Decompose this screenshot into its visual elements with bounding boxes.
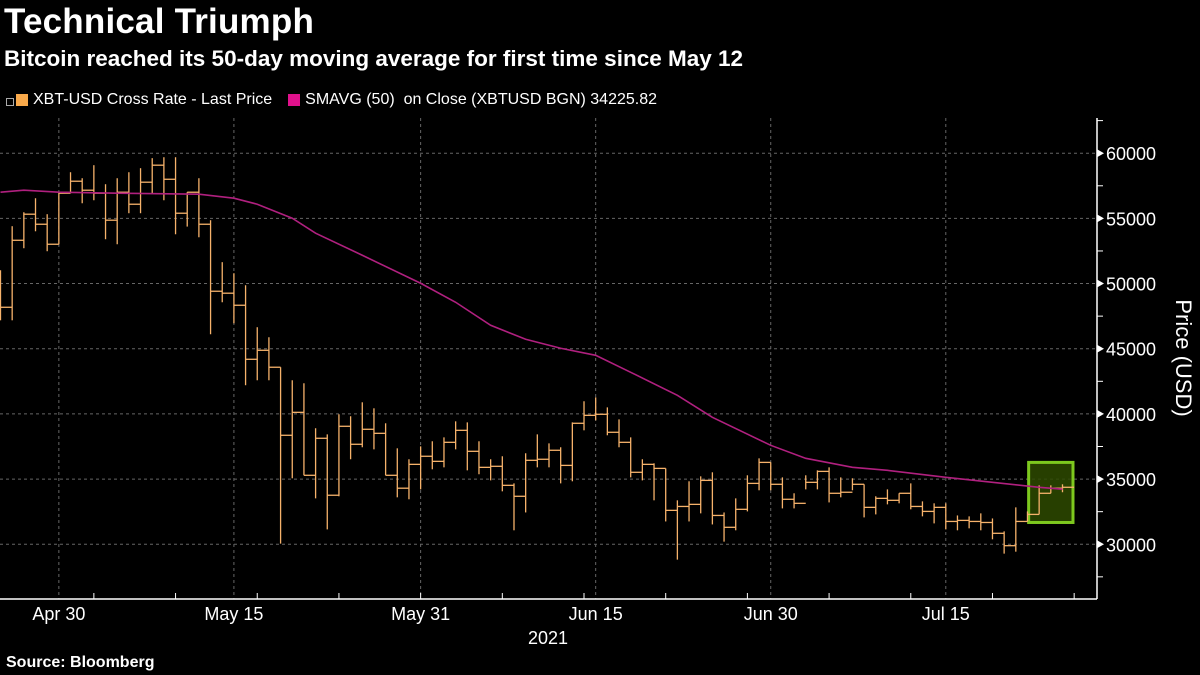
- y-tick: [1097, 409, 1104, 418]
- legend-swatch-price: [16, 94, 28, 106]
- legend-item-sma: SMAVG (50) on Close (XBTUSD BGN) 34225.8…: [288, 91, 657, 109]
- y-tick-label: 55000: [1106, 209, 1156, 229]
- y-tick-label: 60000: [1106, 144, 1156, 164]
- y-tick-label: 35000: [1106, 470, 1156, 490]
- x-tick-label: Jun 15: [569, 604, 623, 624]
- y-tick: [1097, 475, 1104, 484]
- legend-label-price: XBT-USD Cross Rate - Last Price: [33, 91, 273, 108]
- chart-title: Technical Triumph: [4, 2, 315, 41]
- price-bars: [0, 157, 1075, 560]
- x-tick-label: May 31: [391, 604, 450, 624]
- y-tick: [1097, 149, 1104, 158]
- y-axis-label: Price (USD): [1171, 299, 1196, 416]
- axes: 30000 35000 40000 45000 50000 55000 60000 Apr 3…: [0, 118, 1156, 624]
- sma-line: [0, 189, 1063, 490]
- y-tick-label: 40000: [1106, 405, 1156, 425]
- x-tick-label: Jun 30: [744, 604, 798, 624]
- y-tick: [1097, 540, 1104, 549]
- y-tick-label: 30000: [1106, 535, 1156, 555]
- legend-swatch-sma: [288, 94, 301, 106]
- sma-series: [0, 189, 1063, 490]
- x-tick-label: Apr 30: [32, 604, 85, 624]
- legend-item-price: XBT-USD Cross Rate - Last Price: [16, 91, 272, 109]
- legend-toggle-icon[interactable]: [6, 98, 14, 106]
- gridlines: [0, 118, 1097, 599]
- y-tick-label: 50000: [1106, 275, 1156, 295]
- x-tick-label: Jul 15: [922, 604, 970, 624]
- y-tick-label: 45000: [1106, 340, 1156, 360]
- chart-subtitle: Bitcoin reached its 50-day moving averag…: [4, 46, 744, 71]
- x-tick-label: May 15: [204, 604, 263, 624]
- source-note: Source: Bloomberg: [6, 654, 155, 671]
- legend: XBT-USD Cross Rate - Last Price SMAVG (5…: [6, 91, 673, 109]
- y-tick: [1097, 214, 1104, 223]
- y-tick: [1097, 279, 1104, 288]
- x-axis-year-label: 2021: [528, 628, 568, 648]
- y-tick: [1097, 344, 1104, 353]
- legend-label-sma: SMAVG (50) on Close (XBTUSD BGN) 34225.8…: [305, 91, 658, 108]
